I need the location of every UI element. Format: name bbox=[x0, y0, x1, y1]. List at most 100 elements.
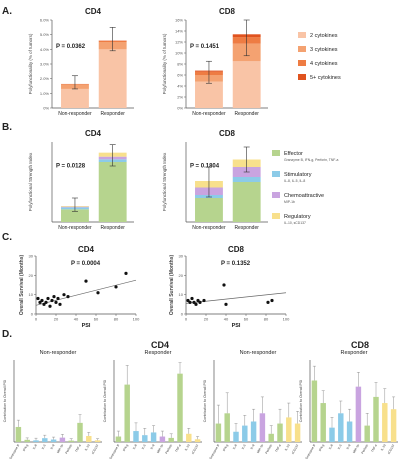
a-cd8-xtick-label-1: Responder bbox=[234, 111, 259, 117]
a-legend-label-0: 2 cytokines bbox=[310, 33, 338, 39]
d-cd8-nr-xtick-label-8: IL-10 bbox=[284, 443, 291, 451]
d-cd8-nr-xtick-label-5: MIP-1b bbox=[256, 443, 264, 454]
c-cd8-ylabel: Overall Survival (Months) bbox=[169, 255, 175, 316]
b-cd8-xtick-label-1: Responder bbox=[234, 225, 259, 231]
panel-label-c: C. bbox=[2, 232, 12, 243]
c-cd4-point-12 bbox=[62, 293, 66, 297]
d-cd8-nr-bar-9 bbox=[294, 423, 301, 442]
d-cd8-nr-bar-6 bbox=[268, 433, 274, 442]
d-cd8-nr-bar-5 bbox=[259, 413, 266, 442]
d-cd8-r-xtick-label-6: Perforin bbox=[360, 443, 369, 454]
b-legend-label-1: Stimulatory bbox=[284, 172, 312, 178]
c-cd4-ytick-label-3: 30 bbox=[29, 254, 34, 259]
a-cd8-ytick-label-6: 12% bbox=[175, 40, 183, 45]
b-legend-sub-2: MIP-1b bbox=[284, 200, 295, 204]
c-cd4-xtick-label-1: 20 bbox=[54, 317, 59, 322]
d-cd8-nr-bar-4 bbox=[250, 421, 257, 442]
d-cd4-r-bar-0 bbox=[115, 436, 122, 442]
d-cd8-r-bar-3 bbox=[338, 413, 344, 442]
d-cd4-r-bar-1 bbox=[124, 384, 130, 442]
panel-d: D. CD4 CD8 Non-responder Contribution to … bbox=[2, 329, 398, 460]
c-cd8-point-3 bbox=[192, 300, 196, 304]
c-cd4-title: CD4 bbox=[78, 245, 95, 254]
d-cd8-nr-xtick-label-7: TNF-a bbox=[274, 443, 282, 453]
a-legend-swatch-0 bbox=[298, 32, 306, 38]
a-cd4-ytick-label-0: 0% bbox=[43, 106, 49, 111]
b-legend-swatch-2 bbox=[272, 192, 280, 198]
c-cd8-trend-line bbox=[185, 292, 287, 304]
d-cd4-nr-xtick-label-3: IL-5 bbox=[41, 443, 47, 450]
b-cd8-title: CD8 bbox=[219, 129, 236, 138]
c-cd8-point-1 bbox=[188, 300, 192, 304]
a-legend-swatch-1 bbox=[298, 46, 306, 52]
c-cd8-xtick-label-5: 100 bbox=[283, 317, 290, 322]
b-legend-label-3: Regulatory bbox=[284, 214, 311, 220]
b-cd8-bar-1-0 bbox=[232, 182, 261, 222]
b-legend-label-0: Effector bbox=[284, 151, 303, 157]
d-cd8-nr-xtick-label-2: IL-8 bbox=[232, 443, 238, 450]
d-cd8-nr-bar-1 bbox=[224, 413, 230, 442]
b-cd8-bar-0-0 bbox=[195, 198, 223, 222]
c-cd4-point-13 bbox=[66, 295, 70, 299]
d-cd4-r-bar-4 bbox=[150, 432, 157, 442]
d-cd8-nr-xtick-label-1: IFN-g bbox=[222, 443, 229, 452]
d-cd4-nr-bar-1 bbox=[24, 439, 30, 442]
b-cd8-bar-1-1 bbox=[232, 177, 261, 182]
a-cd8-ytick-label-0: 0% bbox=[177, 106, 183, 111]
a-cd4-bar-1-0 bbox=[98, 49, 127, 108]
d-cd4-r-bar-7 bbox=[177, 373, 183, 442]
a-cd4-ytick-label-3: 3.0% bbox=[40, 62, 50, 67]
c-cd8-point-2 bbox=[190, 296, 194, 301]
c-cd4-point-17 bbox=[124, 271, 128, 275]
d-cd8-r-bar-2 bbox=[329, 427, 335, 442]
d-cd4-nr-xtick-label-8: IL-10 bbox=[84, 443, 91, 451]
panel-label-d: D. bbox=[2, 329, 12, 340]
a-cd4-title: CD4 bbox=[85, 7, 102, 16]
c-cd4-point-1 bbox=[38, 300, 42, 304]
b-cd8-ylabel: Polyfunctional Strength Index bbox=[162, 152, 167, 211]
d-cd4-nr-bar-5 bbox=[59, 437, 66, 442]
d-cd4-nr-xtick-label-5: MIP-1b bbox=[56, 443, 64, 454]
b-cd4-title: CD4 bbox=[85, 129, 102, 138]
d-cd8-nr-bar-0 bbox=[215, 423, 222, 442]
group-title-d-cd4: CD4 bbox=[151, 340, 169, 350]
c-cd8-point-8 bbox=[222, 283, 226, 287]
d-cd8-r-xtick-label-8: IL-10 bbox=[380, 443, 387, 451]
d-cd4-nr-bar-2 bbox=[33, 440, 39, 442]
c-cd4-xtick-label-2: 40 bbox=[74, 317, 79, 322]
d-cd4-r-bar-6 bbox=[168, 437, 174, 442]
a-legend-swatch-2 bbox=[298, 60, 306, 66]
panel-b: B. CD4 Polyfunctional Strength Index Non-r… bbox=[2, 122, 339, 231]
c-cd4-point-4 bbox=[44, 300, 48, 304]
a-legend-label-1: 3 cytokines bbox=[310, 47, 338, 53]
a-cd4-ytick-label-2: 2.0% bbox=[40, 76, 50, 81]
b-legend-sub-3: IL-10, sCD137 bbox=[284, 221, 306, 225]
d-cd8-r-xtick-label-5: MIP-1b bbox=[352, 443, 360, 454]
d-cd4-r-bar-2 bbox=[133, 431, 139, 442]
d-cd8-r-title: Responder bbox=[341, 350, 368, 356]
c-cd4-point-9 bbox=[54, 300, 58, 304]
c-cd8-xtick-label-1: 20 bbox=[204, 317, 209, 322]
a-legend-label-2: 4 cytokines bbox=[310, 61, 338, 67]
c-cd8-xtick-label-3: 60 bbox=[244, 317, 249, 322]
d-cd4-nr-bar-3 bbox=[42, 438, 48, 442]
d-cd4-r-xtick-label-6: Perforin bbox=[164, 443, 173, 454]
c-cd4-point-5 bbox=[46, 296, 50, 301]
d-cd4-nr-bar-0 bbox=[15, 426, 22, 442]
b-legend-swatch-0 bbox=[272, 150, 280, 156]
d-cd4-nr-bar-4 bbox=[50, 439, 57, 442]
a-legend-label-3: 5+ cytokines bbox=[310, 75, 341, 81]
c-cd8-point-10 bbox=[266, 300, 270, 304]
d-cd4-r-bar-8 bbox=[186, 433, 192, 442]
d-cd4-nr-xtick-label-9: sCD137 bbox=[91, 443, 100, 455]
d-cd8-r-bar-6 bbox=[364, 425, 370, 442]
d-cd8-r-bar-4 bbox=[346, 421, 353, 442]
a-cd8-xtick-label-0: Non-responder bbox=[192, 111, 226, 117]
d-cd8-nr-bar-7 bbox=[277, 423, 283, 442]
c-cd4-point-15 bbox=[96, 291, 100, 295]
b-legend-sub-1: IL-8, IL-5, IL-8 bbox=[284, 179, 305, 183]
d-cd8-nr-bar-8 bbox=[286, 417, 292, 442]
c-cd8-xtick-label-2: 40 bbox=[224, 317, 229, 322]
c-cd8-ytick-label-3: 30 bbox=[179, 254, 184, 259]
c-cd4-p-value: P = 0.0004 bbox=[71, 261, 101, 267]
